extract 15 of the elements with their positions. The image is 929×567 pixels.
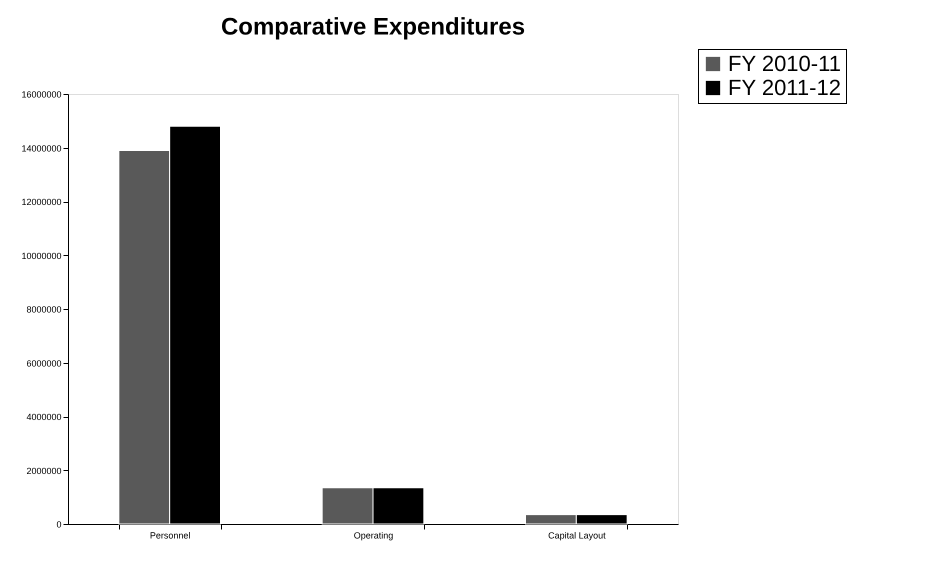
y-tick-label: 6000000 [26,358,62,368]
y-tick-label: 16000000 [21,90,62,100]
x-tick-label: Operating [354,530,394,540]
chart-title: Comparative Expenditures [220,14,526,40]
y-tick-label: 2000000 [26,466,62,476]
x-tick-label: Capital Layout [548,530,606,540]
x-tick-label: Personnel [150,530,190,540]
y-tick-label: 10000000 [21,250,62,261]
legend-label: FY 2011-12 [728,75,841,100]
y-tick-label: 4000000 [26,412,62,422]
y-tick-label: 8000000 [26,304,62,314]
legend-label: FY 2010-11 [728,51,841,76]
y-tick-label: 12000000 [21,197,62,207]
y-tick-label: 14000000 [21,143,62,154]
y-tick-label: 0 [56,520,62,530]
